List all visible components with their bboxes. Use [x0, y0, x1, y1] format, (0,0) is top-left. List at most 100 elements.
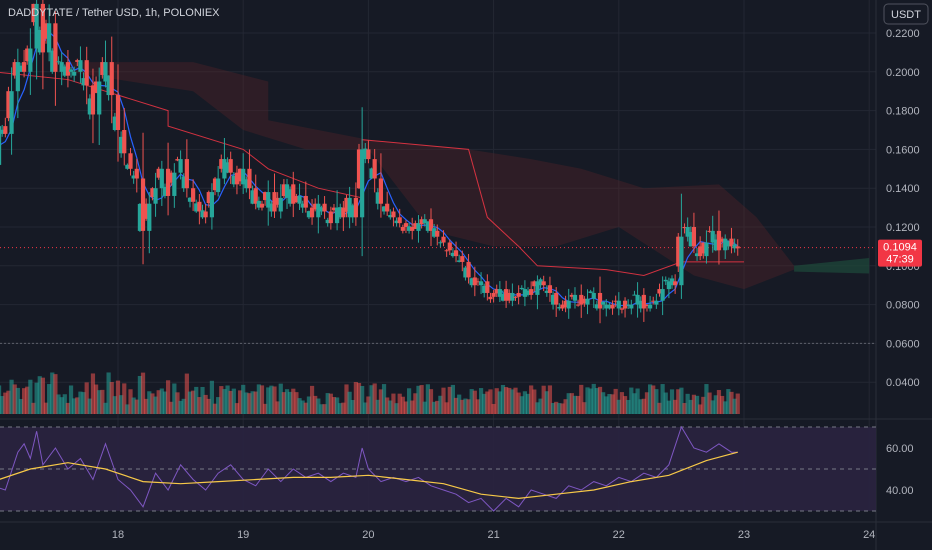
volume-bar [419, 385, 424, 414]
volume-bar [629, 387, 634, 414]
volume-bar [482, 393, 487, 414]
candle-body [294, 195, 299, 203]
candle-body [707, 230, 712, 232]
candle-body [588, 291, 593, 293]
volume-bar [0, 396, 5, 414]
candle-body [716, 230, 722, 251]
candle-body [613, 300, 618, 302]
volume-bar [191, 390, 196, 414]
candle-body [394, 220, 399, 224]
volume-bar [710, 400, 715, 414]
volume-bar [588, 388, 593, 414]
volume-bar [225, 385, 230, 414]
volume-bar [701, 396, 706, 414]
volume-bar [729, 391, 734, 414]
volume-bar [566, 393, 571, 414]
volume-bar [622, 396, 628, 414]
volume-bar [97, 390, 102, 414]
candle-body [175, 159, 180, 161]
candle-body [400, 227, 405, 231]
volume-bar [56, 394, 61, 414]
candle-body [322, 203, 327, 212]
candle-body [216, 178, 221, 193]
volume-bar [547, 385, 553, 414]
candle-body [15, 62, 20, 92]
volume-bar [463, 398, 468, 414]
volume-bar [416, 385, 421, 414]
volume-bar [613, 388, 618, 414]
candle-body [263, 192, 268, 201]
candle-body [460, 256, 465, 262]
candle-body [419, 219, 424, 225]
volume-bar [53, 374, 58, 414]
candle-body [106, 75, 111, 96]
volume-bar [535, 402, 540, 414]
volume-bar [212, 403, 218, 414]
volume-bar [200, 386, 205, 414]
volume-bar [37, 376, 42, 414]
volume-bar [406, 388, 412, 414]
candle-body [209, 192, 214, 218]
volume-bar [43, 402, 49, 414]
volume-bar [300, 400, 305, 414]
candle-body [347, 197, 352, 218]
volume-bar [169, 401, 174, 414]
currency-button[interactable]: USDT [883, 3, 929, 25]
candle-body [413, 223, 418, 229]
volume-bar [569, 393, 574, 414]
volume-bar [50, 372, 55, 414]
last-price-badge: 0.1094 47:39 [878, 239, 922, 267]
volume-bar [654, 389, 659, 414]
candle-body [679, 236, 684, 286]
volume-bar [325, 393, 330, 414]
time-tick-label: 22 [613, 529, 625, 541]
candle-body [153, 188, 158, 204]
volume-bar [269, 385, 274, 414]
candle-body [726, 241, 731, 247]
candle-body [162, 186, 168, 196]
price-tick-label: 0.1600 [886, 144, 920, 156]
candle-body [660, 289, 665, 301]
volume-bar [172, 383, 177, 414]
bar-countdown: 47:39 [886, 254, 914, 266]
candle-body [691, 227, 697, 247]
volume-bar [147, 391, 152, 414]
candle-body [306, 211, 312, 218]
volume-bar [34, 382, 39, 414]
volume-bar [413, 393, 418, 414]
volume-bar [59, 397, 64, 414]
candle-body [68, 69, 74, 72]
candle-body [363, 148, 368, 160]
volume-bar [353, 382, 358, 414]
candle-body [654, 300, 659, 305]
candle-body [278, 197, 283, 212]
candle-body [119, 136, 124, 154]
volume-bar [81, 392, 86, 414]
volume-bar [272, 386, 277, 414]
volume-bar [375, 399, 380, 414]
volume-bar [457, 394, 462, 414]
candle-body [244, 179, 249, 189]
candle-body [541, 281, 546, 286]
candle-body [140, 178, 146, 231]
candle-body [663, 279, 668, 282]
candle-body [701, 242, 706, 254]
volume-bar [594, 388, 599, 414]
volume-bar [259, 385, 265, 414]
volume-bar [632, 393, 637, 414]
volume-bar [62, 394, 67, 414]
candle-body [181, 176, 186, 189]
volume-bar [65, 402, 71, 414]
last-price-value: 0.1094 [883, 242, 917, 254]
volume-bar [115, 380, 121, 414]
volume-bar [491, 403, 496, 414]
candle-body [723, 238, 728, 251]
volume-bar [541, 385, 546, 414]
candle-body [34, 3, 39, 49]
volume-bar [685, 393, 690, 414]
candle-body [550, 294, 556, 305]
volume-bar [582, 402, 587, 414]
candle-body [494, 289, 499, 294]
candle-body [648, 304, 653, 309]
